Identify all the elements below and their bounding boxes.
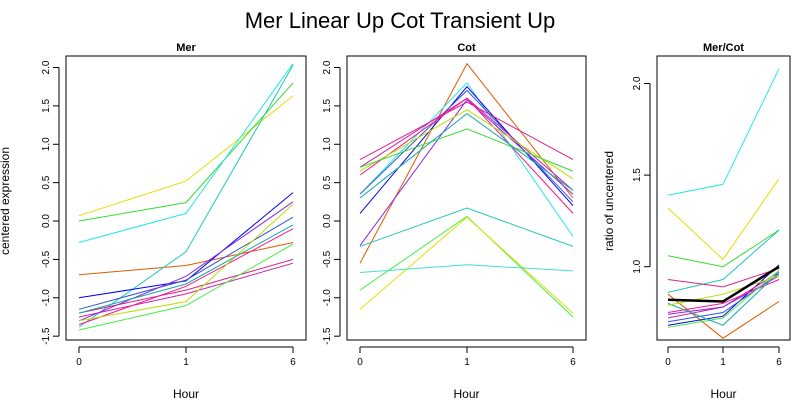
y-axis-label: ratio of uncentered (602, 151, 616, 251)
panel-title: Mer (176, 42, 196, 54)
y-axis: -1.5 -1.0 -0.5 0.0 0.5 1.0 1.5 2.0 (322, 60, 341, 345)
y-tick-label: 0.0 (322, 214, 333, 228)
y-tick-label: 0.5 (41, 175, 52, 189)
x-tick-label: 1 (464, 357, 470, 368)
x-tick-label: 6 (570, 357, 576, 368)
series-line (78, 243, 294, 331)
y-tick-label: 0.5 (322, 175, 333, 189)
plot-frame (346, 55, 587, 341)
series-line (667, 229, 780, 293)
series-line (78, 192, 294, 299)
y-tick-label: 2.0 (632, 76, 643, 90)
x-axis-label: Hour (453, 387, 479, 400)
series-line (78, 262, 294, 318)
series-line (359, 215, 574, 318)
x-axis: 0 1 6 (665, 346, 782, 368)
x-tick-label: 1 (720, 357, 726, 368)
y-tick-label: 1.5 (41, 99, 52, 113)
x-tick-label: 0 (357, 357, 363, 368)
series-line (667, 68, 780, 196)
x-tick-label: 6 (776, 357, 782, 368)
series-line (359, 99, 574, 246)
x-axis-label: Hour (710, 387, 736, 400)
x-axis-label: Hour (173, 387, 199, 400)
panel-3: Mer/Cot 0 1 6 Hour 1.0 1.5 2.0 ratio of uncenter… (602, 42, 791, 400)
x-tick-label: 0 (76, 357, 82, 368)
y-tick-label: 1.0 (632, 259, 643, 273)
x-tick-label: 0 (665, 357, 671, 368)
series-line (667, 270, 780, 328)
y-tick-label: 2.0 (41, 60, 52, 74)
y-axis-label: centered expression (0, 147, 12, 255)
x-tick-label: 1 (183, 357, 189, 368)
series-line (359, 264, 574, 273)
series-line (359, 97, 574, 191)
series-line (667, 178, 780, 261)
panel-1: Mer 0 1 6 Hour -1.5 -1.0 -0.5 0.0 0.5 1.0 1.5 2.0 cen… (0, 42, 307, 400)
series-line (667, 268, 780, 288)
series-group (359, 62, 574, 318)
series-line (78, 95, 294, 217)
series-line (667, 293, 780, 339)
mean-line (667, 265, 780, 303)
y-tick-label: 1.0 (41, 137, 52, 151)
panel-title: Mer/Cot (703, 42, 744, 54)
series-group (667, 68, 780, 339)
series-line (78, 64, 294, 328)
series-line (78, 228, 294, 326)
series-line (359, 128, 574, 172)
panel-title: Cot (457, 42, 476, 54)
y-tick-label: -0.5 (322, 250, 333, 268)
y-tick-label: -0.5 (41, 250, 52, 268)
y-tick-label: 1.0 (322, 137, 333, 151)
figure-title: Mer Linear Up Cot Transient Up (245, 8, 556, 33)
x-axis: 0 1 6 (76, 346, 296, 368)
series-group (78, 63, 294, 331)
series-line (359, 109, 574, 180)
series-line (667, 229, 780, 268)
series-line (78, 242, 294, 276)
series-line (78, 224, 294, 314)
series-line (359, 207, 574, 247)
series-line (78, 63, 294, 243)
series-line (359, 85, 574, 214)
y-tick-label: 1.5 (632, 168, 643, 182)
panel-2: Cot 0 1 6 Hour -1.5 -1.0 -0.5 0.0 0.5 1.0 1.5 2.0 (322, 42, 587, 400)
series-line (359, 82, 574, 237)
series-line (78, 216, 294, 310)
y-tick-label: 0.0 (41, 214, 52, 228)
y-axis: 1.0 1.5 2.0 (632, 76, 651, 274)
series-line (667, 271, 780, 326)
x-tick-label: 6 (290, 357, 296, 368)
series-line (78, 82, 294, 222)
y-tick-label: -1.5 (322, 327, 333, 345)
y-tick-label: 1.5 (322, 99, 333, 113)
series-line (667, 279, 780, 313)
y-tick-label: -1.0 (41, 289, 52, 307)
y-tick-label: -1.5 (41, 327, 52, 345)
y-tick-label: -1.0 (322, 289, 333, 307)
y-axis: -1.5 -1.0 -0.5 0.0 0.5 1.0 1.5 2.0 (41, 60, 60, 345)
series-line (359, 112, 574, 199)
plot-frame (656, 55, 791, 341)
plot-frame (65, 55, 307, 341)
series-line (359, 97, 574, 214)
series-line (359, 101, 574, 161)
series-line (78, 201, 294, 322)
series-line (359, 216, 574, 314)
series-line (78, 203, 294, 322)
y-tick-label: 2.0 (322, 60, 333, 74)
x-axis: 0 1 6 (357, 346, 576, 368)
